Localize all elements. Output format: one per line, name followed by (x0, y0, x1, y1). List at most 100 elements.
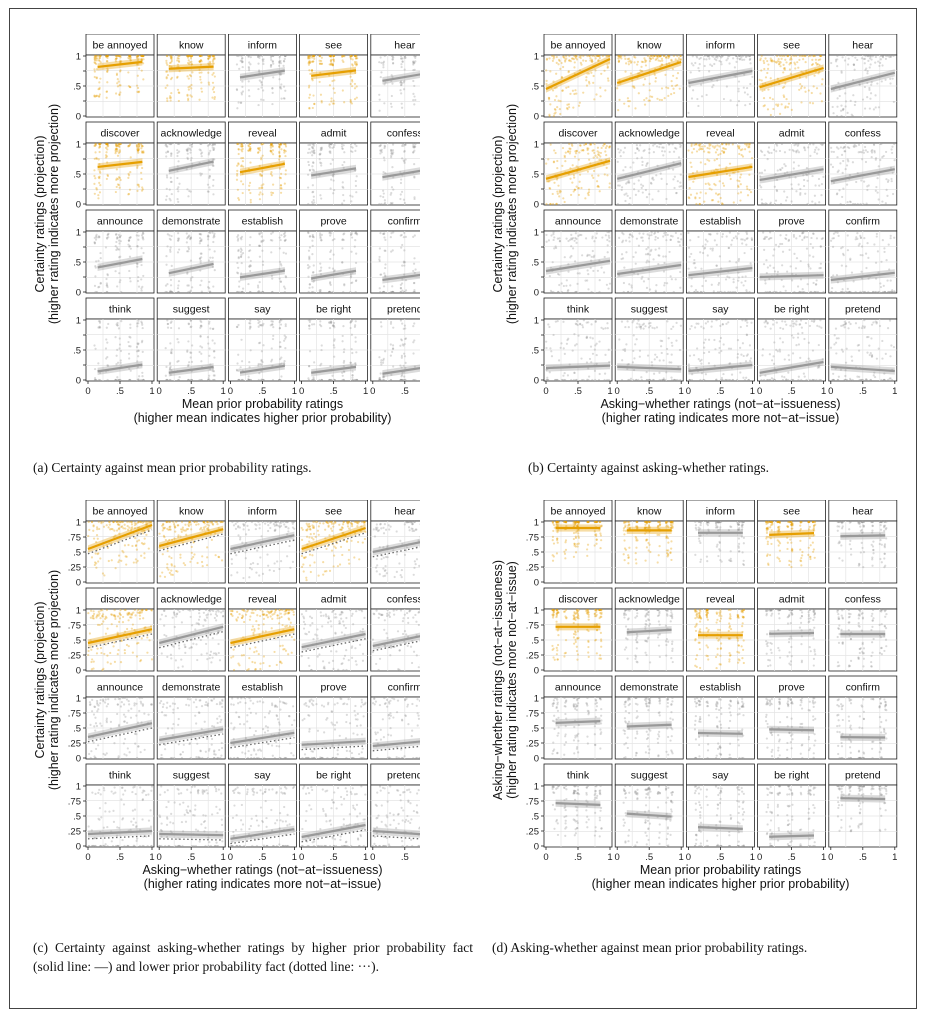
data-point (789, 265, 792, 268)
data-point (413, 196, 416, 199)
data-point (328, 290, 331, 294)
data-point (617, 54, 620, 58)
data-point (679, 173, 682, 176)
data-point (879, 158, 882, 162)
data-point (663, 54, 666, 58)
data-point (247, 378, 250, 382)
data-point (332, 175, 335, 178)
data-point (412, 69, 415, 72)
data-point (249, 149, 252, 152)
data-point (136, 279, 140, 283)
data-point (722, 97, 726, 101)
data-point (799, 82, 802, 86)
data-point (282, 251, 285, 254)
data-point (715, 157, 719, 161)
data-point (106, 355, 109, 359)
data-point (278, 167, 282, 170)
data-point (212, 374, 215, 377)
data-point (761, 82, 764, 86)
data-point (591, 249, 594, 253)
data-point (779, 202, 783, 206)
data-point (728, 231, 731, 234)
data-point (187, 86, 190, 89)
data-point (587, 188, 591, 191)
data-point (641, 160, 644, 163)
data-point (783, 66, 786, 70)
data-point (188, 74, 192, 77)
data-point (129, 57, 132, 60)
data-point (127, 172, 130, 175)
data-point (401, 343, 404, 346)
data-point (652, 372, 656, 375)
data-point (343, 151, 346, 154)
data-point (781, 341, 784, 344)
data-point (164, 284, 168, 287)
data-point (330, 321, 333, 324)
data-point (616, 87, 619, 90)
data-point (844, 92, 847, 95)
data-point (247, 144, 250, 147)
data-point (98, 56, 101, 60)
data-point (588, 54, 591, 58)
data-point (279, 378, 282, 382)
data-point (665, 197, 668, 201)
data-point (565, 57, 568, 60)
data-point (97, 54, 100, 58)
data-point (97, 235, 100, 238)
data-point (178, 60, 181, 64)
data-point (168, 363, 172, 366)
data-point (745, 232, 749, 236)
data-point (379, 361, 383, 364)
data-point (213, 57, 216, 60)
data-point (748, 173, 751, 176)
data-point (318, 153, 321, 156)
data-point (115, 57, 118, 60)
data-point (249, 349, 252, 352)
data-point (284, 54, 287, 58)
data-point (260, 143, 263, 146)
data-point (116, 236, 119, 239)
data-point (832, 237, 835, 240)
data-point (875, 290, 878, 294)
data-point (750, 157, 754, 160)
data-point (760, 378, 763, 382)
data-point (634, 343, 637, 346)
data-point (711, 247, 714, 250)
data-point (354, 336, 357, 339)
data-point (140, 341, 144, 344)
data-point (283, 285, 286, 288)
data-point (333, 269, 336, 272)
data-point (801, 290, 805, 294)
data-point (548, 325, 551, 329)
data-point (819, 58, 822, 61)
data-point (789, 58, 792, 61)
data-point (383, 159, 386, 162)
data-point (733, 290, 737, 294)
data-point (839, 146, 843, 149)
data-point (659, 142, 663, 146)
data-point (403, 352, 406, 355)
data-point (806, 179, 809, 182)
data-point (390, 156, 393, 159)
data-point (585, 84, 589, 87)
data-point (212, 59, 215, 62)
data-point (333, 378, 336, 382)
data-point (588, 54, 591, 58)
data-point (135, 56, 139, 59)
data-point (279, 184, 283, 187)
data-point (617, 60, 621, 63)
data-point (308, 93, 312, 96)
data-point (105, 357, 108, 360)
data-point (278, 155, 281, 159)
data-point (328, 103, 331, 106)
data-point (560, 290, 563, 294)
data-point (403, 149, 406, 153)
data-point (596, 269, 599, 272)
data-point (176, 76, 179, 79)
data-point (379, 143, 382, 147)
data-point (402, 81, 405, 84)
data-point (186, 152, 189, 155)
data-point (382, 359, 385, 362)
data-point (549, 143, 552, 146)
data-point (818, 201, 821, 204)
